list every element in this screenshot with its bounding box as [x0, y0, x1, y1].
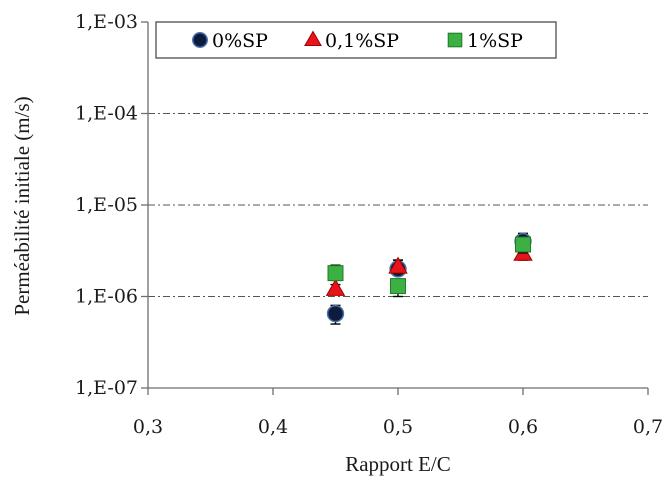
y-tick-label: 1,E-07: [75, 377, 138, 399]
x-tick-label: 0,3: [133, 416, 163, 438]
legend-label: 1%SP: [467, 30, 523, 52]
legend-label: 0,1%SP: [325, 30, 399, 52]
legend-item: 1%SP: [447, 30, 523, 52]
legend-item: 0%SP: [192, 30, 268, 52]
x-tick-label: 0,6: [508, 416, 538, 438]
data-points: [325, 232, 533, 325]
series-0-1-sp: [325, 243, 533, 296]
legend-marker: [192, 32, 208, 48]
data-point: [327, 265, 344, 282]
x-tick-label: 0,4: [258, 416, 288, 438]
data-point: [515, 236, 531, 253]
legend-label: 0%SP: [212, 30, 268, 52]
x-tick-labels: 0,3 0,4 0,5 0,6 0,7: [133, 416, 663, 438]
data-point: [390, 278, 406, 295]
legend-marker: [304, 30, 322, 47]
series-0-sp: [326, 232, 532, 325]
data-point: [326, 304, 345, 323]
y-tick-label: 1,E-04: [75, 103, 138, 125]
x-tick-label: 0,5: [383, 416, 413, 438]
legend-item: 0,1%SP: [304, 30, 399, 52]
legend-marker: [447, 32, 463, 48]
legend-box: [155, 21, 557, 59]
y-tick-label: 1,E-06: [75, 286, 138, 308]
series-1-sp: [327, 236, 531, 298]
legend: 0%SP 0,1%SP 1%SP: [155, 21, 557, 59]
x-tick-label: 0,7: [633, 416, 663, 438]
y-tick-labels: 1,E-07 1,E-06 1,E-05 1,E-04 1,E-03: [75, 11, 138, 399]
y-tick-label: 1,E-05: [75, 194, 138, 216]
data-point: [388, 256, 408, 274]
x-axis-title: Rapport E/C: [345, 452, 451, 476]
y-tick-label: 1,E-03: [75, 11, 138, 33]
y-axis-title: Perméabilité initiale (m/s): [10, 96, 34, 315]
axes: [141, 21, 649, 395]
data-point: [325, 278, 346, 296]
